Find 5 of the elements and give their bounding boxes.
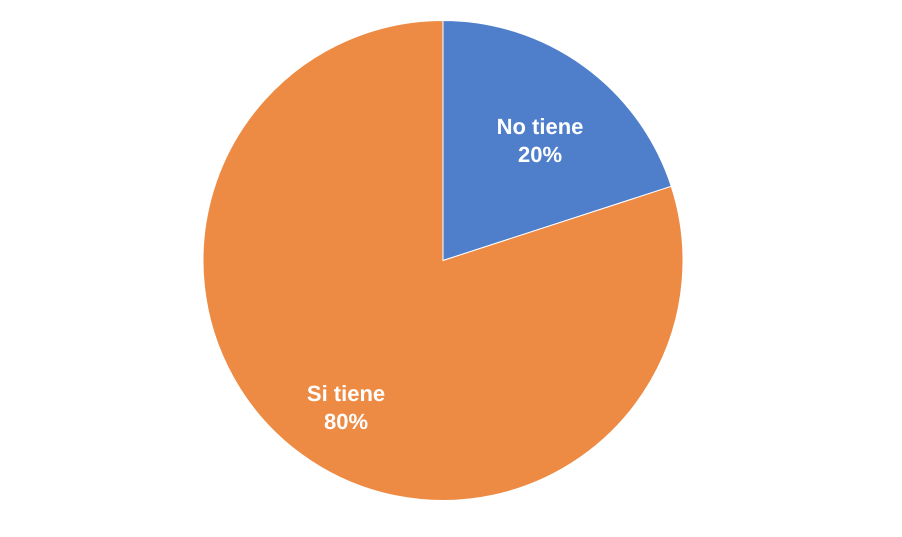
pie-slice — [202, 20, 684, 501]
data-label: 80% — [324, 408, 368, 434]
slice-label: Si tiene — [306, 380, 386, 406]
slice-label: No tiene — [496, 114, 584, 140]
data-label: 20% — [518, 142, 562, 168]
